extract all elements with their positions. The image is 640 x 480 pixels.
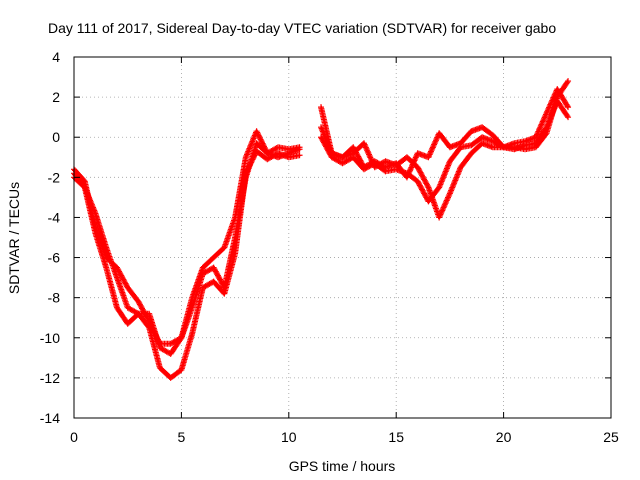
data-point xyxy=(565,104,572,111)
data-point xyxy=(542,131,549,138)
data-point xyxy=(247,160,254,167)
data-point xyxy=(296,146,303,153)
x-tick-label: 0 xyxy=(70,429,78,445)
y-tick-label: -14 xyxy=(40,410,60,426)
data-point xyxy=(248,159,255,166)
data-point xyxy=(253,128,260,135)
y-tick-label: -6 xyxy=(48,250,61,266)
plot-frame xyxy=(73,56,612,419)
y-tick-labels: -14 -12 -10 -8 -6 -4 -2 0 2 4 xyxy=(40,49,60,426)
y-tick-label: -12 xyxy=(40,370,60,386)
data-point xyxy=(256,135,263,142)
data-point xyxy=(249,156,256,163)
data-point xyxy=(243,168,250,175)
y-tick-label: 0 xyxy=(52,129,60,145)
y-tick-label: 4 xyxy=(52,49,60,65)
x-tick-label: 25 xyxy=(603,429,619,445)
data-point xyxy=(244,166,251,173)
data-point xyxy=(254,130,261,137)
data-point xyxy=(296,152,303,159)
y-tick-label: 2 xyxy=(52,89,60,105)
data-point xyxy=(258,137,265,144)
data-point xyxy=(256,133,263,140)
data-point xyxy=(258,139,265,146)
data-point xyxy=(564,112,571,119)
axis-ticks xyxy=(73,56,612,419)
data-point xyxy=(244,167,251,174)
data-point xyxy=(250,155,257,162)
data-point xyxy=(251,152,258,159)
data-point xyxy=(145,323,152,330)
chart-title: Day 111 of 2017, Sidereal Day-to-day VTE… xyxy=(48,20,556,36)
data-point xyxy=(248,157,255,164)
grid-lines xyxy=(74,57,611,418)
x-tick-label: 15 xyxy=(388,429,404,445)
data-point xyxy=(424,183,431,190)
data-point xyxy=(245,164,252,171)
x-tick-label: 5 xyxy=(178,429,186,445)
x-tick-label: 10 xyxy=(281,429,297,445)
data-point xyxy=(565,78,572,85)
data-points xyxy=(71,78,572,381)
data-point xyxy=(250,153,257,160)
data-point xyxy=(564,102,571,109)
data-point xyxy=(246,163,253,170)
y-axis-label: SDTVAR / TECUs xyxy=(6,182,22,294)
data-point xyxy=(257,136,264,143)
data-point xyxy=(242,170,249,177)
x-axis-label: GPS time / hours xyxy=(289,458,396,474)
y-tick-label: -2 xyxy=(48,169,61,185)
data-point xyxy=(259,140,266,147)
y-tick-label: -10 xyxy=(40,330,60,346)
data-point xyxy=(254,129,261,136)
x-tick-label: 20 xyxy=(496,429,512,445)
data-point xyxy=(564,79,571,86)
y-tick-label: -4 xyxy=(48,209,61,225)
y-tick-label: -8 xyxy=(48,290,61,306)
data-point xyxy=(246,162,253,169)
x-tick-labels: 0 5 10 15 20 25 xyxy=(70,429,619,445)
data-point xyxy=(499,143,506,150)
data-point xyxy=(565,114,572,121)
data-point xyxy=(177,336,184,343)
data-point xyxy=(255,132,262,139)
